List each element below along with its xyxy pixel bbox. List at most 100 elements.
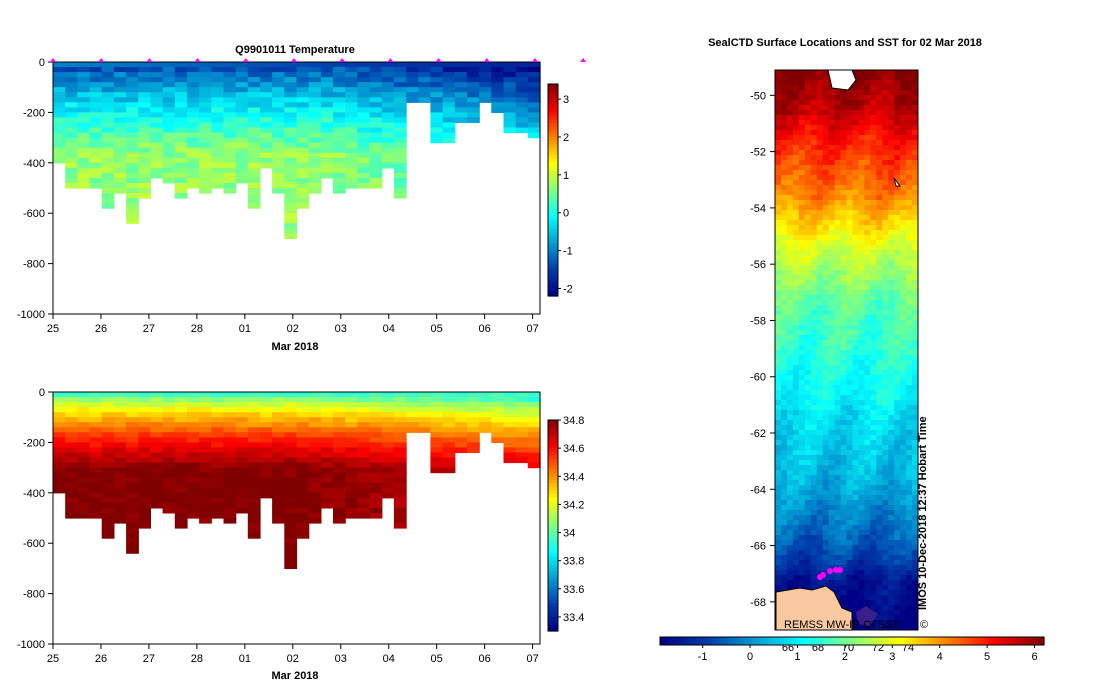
temperature-cell [113,183,127,189]
temperature-cell [186,82,200,88]
sst-cell [792,265,800,271]
sst-cell [900,320,907,326]
salinity-cell [381,417,395,423]
sst-cell [798,545,806,551]
sst-cell [882,455,889,461]
sst-cell [840,500,847,506]
sst-cell [828,195,836,201]
salinity-colorbar-swatch [548,599,558,604]
sst-cell [882,125,889,131]
sst-colorbar-swatch [1028,637,1033,645]
sst-cell [882,265,889,271]
sst-cell [786,210,794,216]
temperature-cell [186,112,200,118]
sst-cell [852,255,859,261]
sst-cell [864,570,871,576]
temperature-cell [223,162,237,169]
sst-cell [834,355,842,361]
sst-cell [876,400,883,406]
sst-cell [906,325,913,331]
salinity-cell [101,467,115,474]
sst-cell [888,355,895,361]
sst-cell [822,570,830,576]
sst-cell [834,505,842,511]
sst-cell [906,245,913,251]
sst-cell [798,240,806,246]
sst-cell [834,475,842,481]
temperature-cell [126,172,139,179]
sst-cell [870,445,877,451]
sst-cell [894,135,901,141]
sst-cell [840,430,847,436]
sst-cell [900,125,907,131]
salinity-cell [308,477,322,484]
sst-cell [852,520,859,526]
sst-cell [894,490,901,496]
salinity-colorbar-swatch [548,472,558,477]
sst-cell [798,400,806,406]
sst-cell [828,110,836,116]
temperature-cell [454,72,468,78]
sst-cell [834,175,842,181]
sst-cell [816,445,824,451]
sst-cell [852,540,859,546]
sst-cell [804,320,812,326]
sst-colorbar-swatch [1016,637,1021,645]
temperature-cell [211,87,225,93]
sst-cell [840,415,847,421]
sst-cell [912,145,919,151]
temperature-cell [515,92,529,98]
temperature-cell [345,107,358,113]
sst-cell [882,545,889,551]
sst-cell [822,465,830,471]
sst-map-y-tick-label: -58 [750,315,766,327]
sst-cell [882,555,889,561]
sst-cell [775,360,782,366]
salinity-cell [430,397,444,403]
temperature-cell [138,77,151,83]
salinity-cell [126,427,139,433]
salinity-cell [430,422,444,428]
sst-cell [834,450,842,456]
temperature-cell [150,87,164,93]
sst-cell [900,585,907,591]
sst-cell [864,405,871,411]
temperature-y-ticks: 0-200-400-600-800-1000 [17,57,53,321]
sst-cell [894,460,901,466]
salinity-cell [320,472,334,479]
temperature-cell [406,87,419,93]
temperature-cell [369,122,383,129]
temperature-cell [272,67,285,73]
sst-cell [804,380,812,386]
temperature-cell [89,122,103,129]
sst-map-panel: SealCTD Surface Locations and SST for 02… [659,37,1045,663]
temperature-cell [333,188,346,194]
sst-cell [798,555,806,561]
sst-cell [870,435,877,441]
sst-cell [798,85,806,91]
salinity-cell [174,497,188,504]
sst-cell [906,360,913,366]
temperature-cell [138,177,151,184]
sst-cell [888,240,895,246]
salinity-colorbar-swatch [548,458,558,463]
salinity-cell [126,402,139,408]
sst-cell [816,405,824,411]
salinity-cell [126,507,139,514]
sst-map-y-tick-label: -52 [750,147,766,159]
sst-cell [786,250,794,256]
temperature-cell [113,162,127,169]
sst-cell [900,115,907,121]
sst-cell [834,145,842,151]
sst-cell [852,205,859,211]
sst-cell [810,545,818,551]
sst-cell [888,100,895,106]
sst-cell [870,310,877,316]
sst-cell [894,550,901,556]
sst-cell [822,350,830,356]
sst-cell [781,230,788,236]
temperature-cell [126,112,139,118]
temperature-cell [296,112,310,118]
temperature-cell [162,92,176,98]
sst-cell [798,195,806,201]
